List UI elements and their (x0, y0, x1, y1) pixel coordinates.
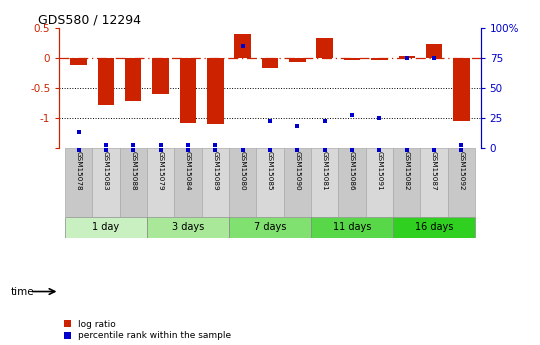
Text: GSM15089: GSM15089 (212, 151, 218, 190)
Bar (180, 58, 196, 122)
Bar (229, 217, 311, 238)
Text: 11 days: 11 days (333, 222, 371, 232)
Text: time: time (11, 287, 35, 296)
Bar (339, 148, 366, 217)
Bar (453, 58, 470, 121)
Bar (125, 58, 141, 101)
Bar (289, 58, 306, 62)
Bar (284, 148, 311, 217)
Text: 1 day: 1 day (92, 222, 119, 232)
Bar (152, 58, 169, 94)
Bar (65, 217, 147, 238)
Bar (229, 148, 256, 217)
Text: GSM15088: GSM15088 (130, 151, 136, 190)
Bar (92, 148, 119, 217)
Bar (316, 38, 333, 58)
Text: GSM15090: GSM15090 (294, 151, 300, 190)
Bar (65, 148, 92, 217)
Bar (366, 148, 393, 217)
Bar (147, 217, 229, 238)
Text: GSM15085: GSM15085 (267, 151, 273, 190)
Text: GDS580 / 12294: GDS580 / 12294 (38, 13, 141, 27)
Bar (393, 217, 475, 238)
Bar (70, 58, 87, 65)
Bar (421, 148, 448, 217)
Bar (234, 33, 251, 58)
Bar (207, 58, 224, 124)
Text: 7 days: 7 days (254, 222, 286, 232)
Bar (311, 148, 339, 217)
Bar (426, 45, 442, 58)
Text: 16 days: 16 days (415, 222, 453, 232)
Bar (262, 58, 278, 68)
Text: GSM15080: GSM15080 (240, 151, 246, 190)
Text: GSM15083: GSM15083 (103, 151, 109, 190)
Bar (344, 58, 360, 60)
Bar (256, 148, 284, 217)
Text: GSM15086: GSM15086 (349, 151, 355, 190)
Text: GSM15081: GSM15081 (322, 151, 328, 190)
Text: GSM15082: GSM15082 (404, 151, 410, 190)
Bar (174, 148, 201, 217)
Text: GSM15084: GSM15084 (185, 151, 191, 190)
Text: GSM15078: GSM15078 (76, 151, 82, 190)
Bar (399, 57, 415, 58)
Bar (147, 148, 174, 217)
Text: 3 days: 3 days (172, 222, 204, 232)
Legend: log ratio, percentile rank within the sample: log ratio, percentile rank within the sa… (64, 320, 232, 341)
Bar (393, 148, 421, 217)
Bar (311, 217, 393, 238)
Bar (98, 58, 114, 105)
Text: GSM15079: GSM15079 (158, 151, 164, 190)
Bar (201, 148, 229, 217)
Text: GSM15091: GSM15091 (376, 151, 382, 190)
Bar (371, 58, 388, 60)
Bar (119, 148, 147, 217)
Bar (448, 148, 475, 217)
Text: GSM15092: GSM15092 (458, 151, 464, 190)
Text: GSM15087: GSM15087 (431, 151, 437, 190)
